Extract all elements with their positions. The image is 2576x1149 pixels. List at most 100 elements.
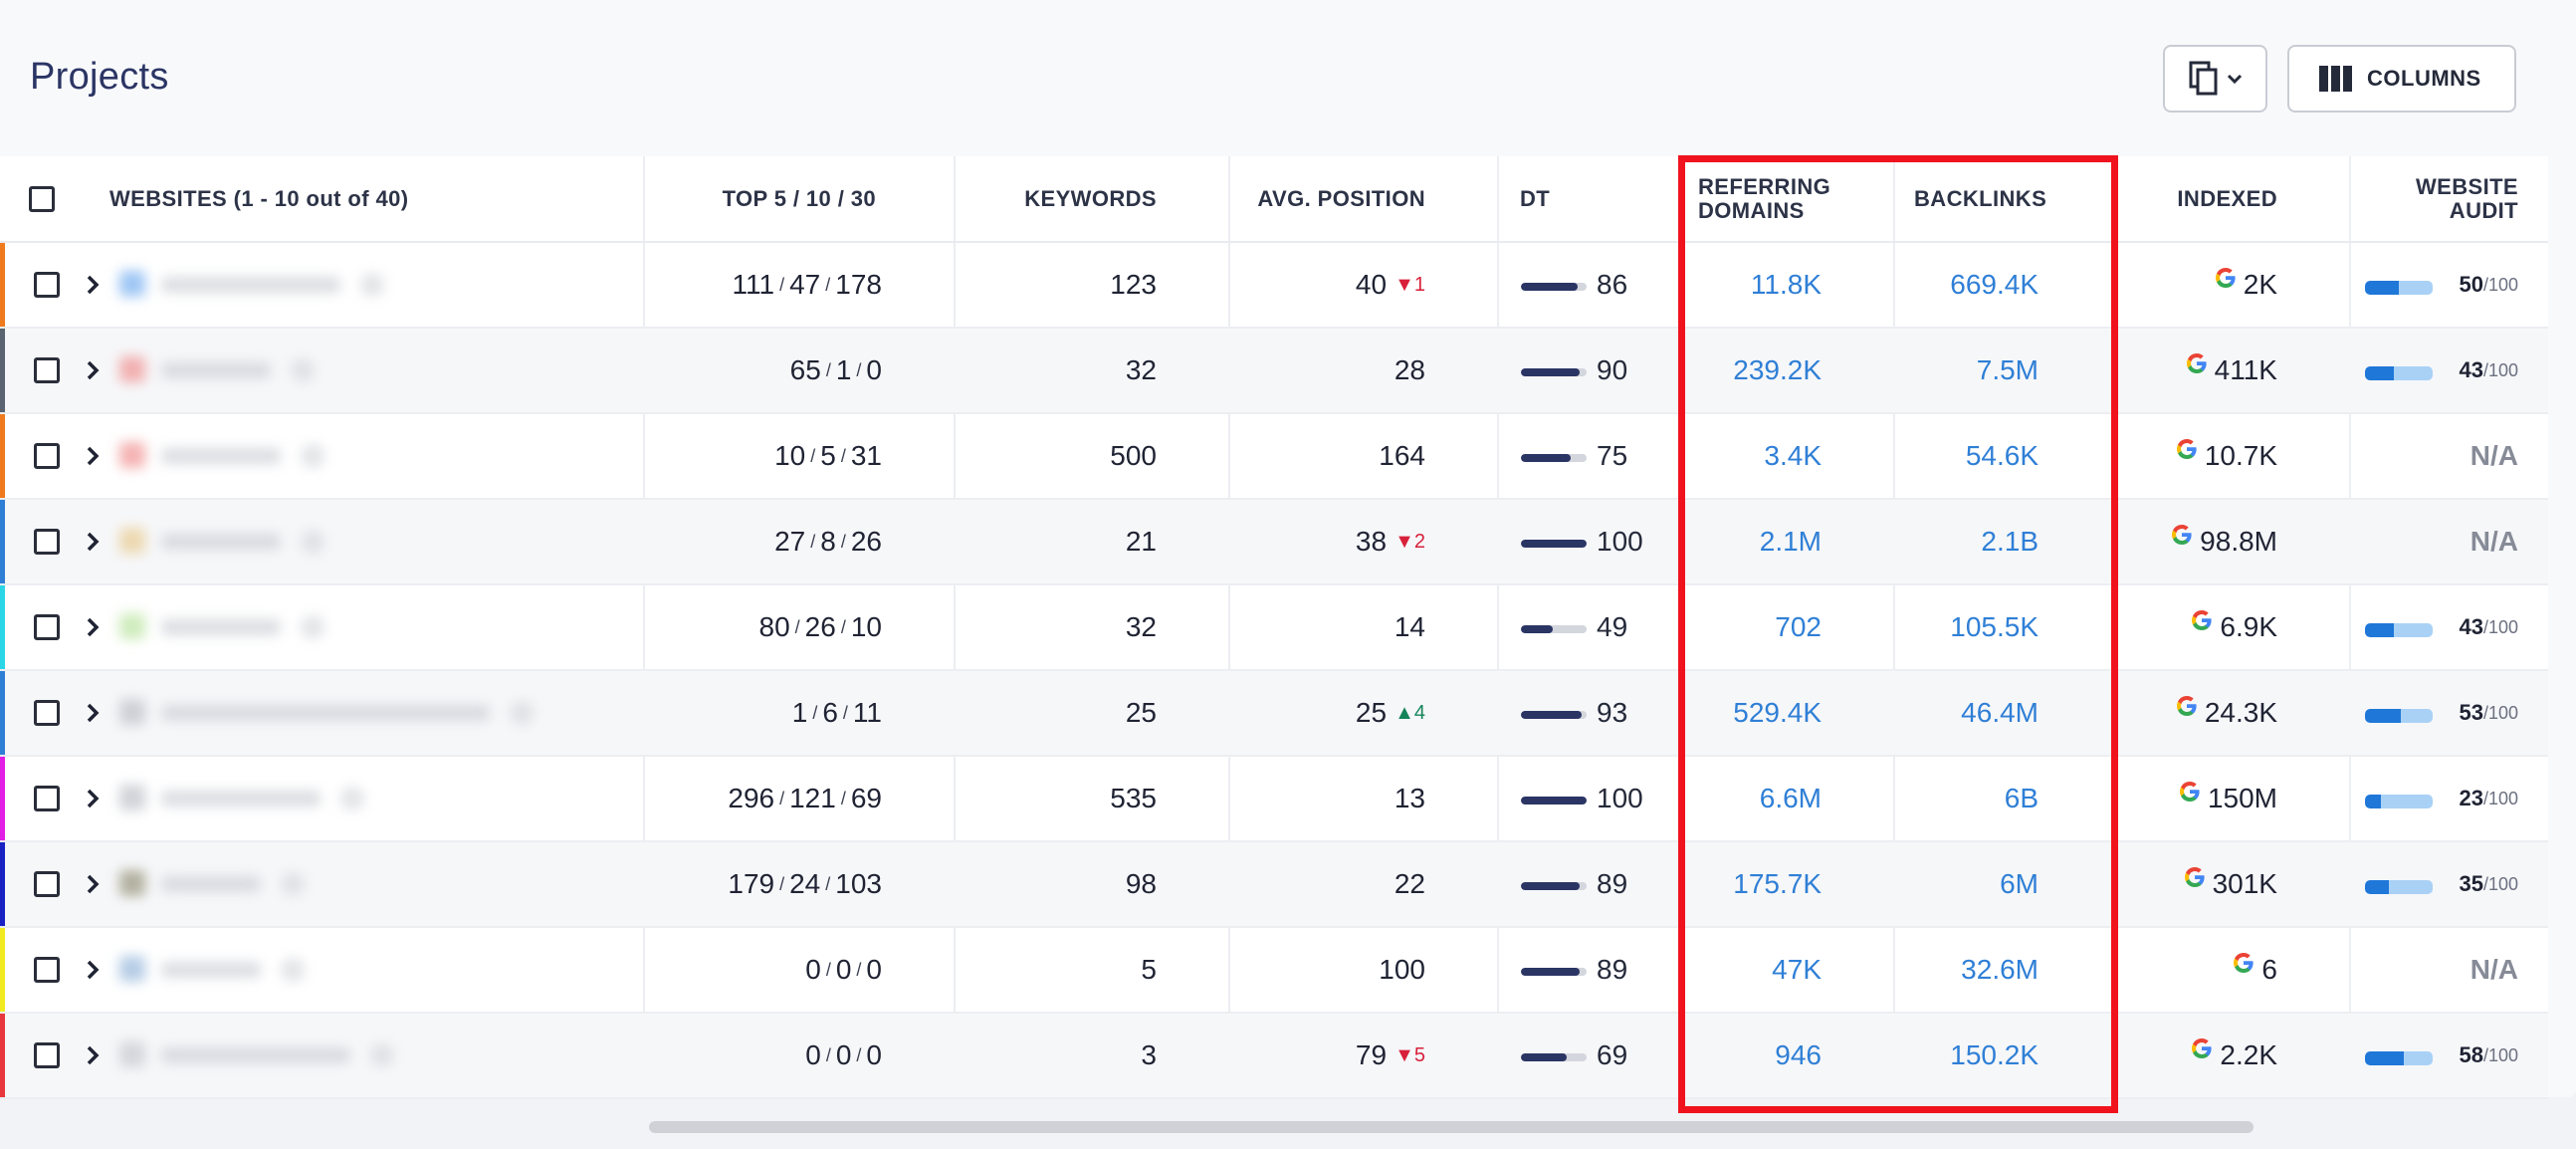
indexed-pages[interactable]: 10.7K [2114,414,2277,498]
chevron-right-icon[interactable] [84,783,104,814]
row-checkbox[interactable] [34,357,60,383]
audit-score[interactable]: 23/100 [2459,757,2518,840]
keywords-count[interactable]: 535 [1110,783,1157,813]
horizontal-scrollbar[interactable] [649,1121,2254,1133]
keywords-count[interactable]: 21 [1125,526,1157,557]
row-checkbox[interactable] [34,529,60,555]
indexed-pages[interactable]: 2K [2114,243,2277,327]
header-websites[interactable]: WEBSITES (1 - 10 out of 40) [109,185,409,211]
backlinks-link[interactable]: 150.2K [1950,1039,2039,1070]
header-avg-position[interactable]: AVG. POSITION [1257,185,1425,211]
website-name-blurred[interactable] [111,942,589,998]
chevron-right-icon[interactable] [84,354,104,386]
indexed-pages[interactable]: 150M [2114,757,2277,840]
select-all-checkbox[interactable] [29,186,55,212]
row-checkbox[interactable] [34,614,60,640]
website-name-blurred[interactable] [111,599,589,655]
referring-domains-link[interactable]: 946 [1775,1039,1822,1070]
backlinks-link[interactable]: 105.5K [1950,611,2039,642]
row-checkbox[interactable] [34,957,60,983]
table-row[interactable]: 65/1/0 32 28 90 239.2K 7.5M 411K 43/100 [0,329,2548,414]
row-checkbox[interactable] [34,871,60,897]
referring-domains-link[interactable]: 2.1M [1759,526,1822,557]
website-name-blurred[interactable] [111,343,589,398]
header-referring-domains[interactable]: REFERRING DOMAINS [1698,173,1831,223]
indexed-pages[interactable]: 301K [2114,842,2277,926]
table-row[interactable]: 1/6/11 25 25 ▲4 93 529.4K 46.4M 24.3K 53/… [0,671,2548,757]
table-row[interactable]: 0/0/0 3 79 ▼5 69 946 150.2K 2.2K 58/100 [0,1014,2548,1099]
backlinks-link[interactable]: 32.6M [1961,954,2039,985]
audit-score[interactable]: 35/100 [2459,842,2518,926]
keywords-count[interactable]: 32 [1125,354,1157,385]
table-row[interactable]: 111/47/178 123 40 ▼1 86 11.8K 669.4K 2K 5… [0,243,2548,329]
referring-domains-link[interactable]: 529.4K [1733,697,1822,728]
indexed-pages[interactable]: 98.8M [2114,500,2277,583]
keywords-count[interactable]: 25 [1125,697,1157,728]
keywords-count[interactable]: 98 [1125,868,1157,899]
backlinks-link[interactable]: 2.1B [1981,526,2039,557]
indexed-pages[interactable]: 411K [2114,329,2277,412]
row-checkbox[interactable] [34,443,60,469]
audit-score[interactable]: 58/100 [2459,1014,2518,1097]
chevron-right-icon[interactable] [84,611,104,643]
header-dt[interactable]: DT [1520,185,1551,211]
backlinks-link[interactable]: 54.6K [1965,440,2039,471]
indexed-pages[interactable]: 6.9K [2114,585,2277,669]
keywords-count[interactable]: 500 [1110,440,1157,471]
backlinks-link[interactable]: 6B [2004,783,2039,813]
referring-domains-link[interactable]: 702 [1775,611,1822,642]
referring-domains-link[interactable]: 175.7K [1733,868,1822,899]
keywords-count[interactable]: 123 [1110,269,1157,300]
referring-domains-link[interactable]: 239.2K [1733,354,1822,385]
audit-score[interactable]: 50/100 [2459,243,2518,327]
indexed-pages[interactable]: 24.3K [2114,671,2277,755]
table-row[interactable]: 0/0/0 5 100 89 47K 32.6M 6 N/A [0,928,2548,1014]
row-checkbox[interactable] [34,1042,60,1068]
website-name-blurred[interactable] [111,1028,589,1083]
backlinks-link[interactable]: 46.4M [1961,697,2039,728]
table-row[interactable]: 80/26/10 32 14 49 702 105.5K 6.9K 43/100 [0,585,2548,671]
backlinks-link[interactable]: 7.5M [1976,354,2039,385]
website-name-blurred[interactable] [111,685,589,741]
header-website-audit[interactable]: WEBSITE AUDIT [2415,173,2518,223]
keywords-count[interactable]: 3 [1141,1039,1157,1070]
row-checkbox[interactable] [34,272,60,298]
indexed-pages[interactable]: 6 [2114,928,2277,1012]
keywords-count[interactable]: 32 [1125,611,1157,642]
website-name-blurred[interactable] [111,257,589,313]
chevron-right-icon[interactable] [84,1039,104,1071]
chevron-right-icon[interactable] [84,269,104,301]
referring-domains-link[interactable]: 3.4K [1764,440,1822,471]
header-keywords[interactable]: KEYWORDS [1024,185,1157,211]
table-row[interactable]: 179/24/103 98 22 89 175.7K 6M 301K 35/10… [0,842,2548,928]
website-name-blurred[interactable] [111,856,589,912]
chevron-right-icon[interactable] [84,526,104,558]
chevron-right-icon[interactable] [84,868,104,900]
audit-score[interactable]: 43/100 [2459,329,2518,412]
columns-button[interactable]: COLUMNS [2287,45,2516,113]
row-checkbox[interactable] [34,786,60,811]
audit-score[interactable]: 43/100 [2459,585,2518,669]
indexed-pages[interactable]: 2.2K [2114,1014,2277,1097]
website-name-blurred[interactable] [111,514,589,570]
audit-score[interactable]: 53/100 [2459,671,2518,755]
header-top[interactable]: TOP 5 / 10 / 30 [722,185,876,211]
website-name-blurred[interactable] [111,428,589,484]
header-indexed[interactable]: INDEXED [2177,185,2277,211]
website-name-blurred[interactable] [111,771,589,826]
header-backlinks[interactable]: BACKLINKS [1914,185,2047,211]
chevron-right-icon[interactable] [84,440,104,472]
table-row[interactable]: 10/5/31 500 164 75 3.4K 54.6K 10.7K N/A [0,414,2548,500]
referring-domains-link[interactable]: 47K [1772,954,1822,985]
chevron-right-icon[interactable] [84,697,104,729]
copy-dropdown-button[interactable] [2163,45,2267,113]
keywords-count[interactable]: 5 [1141,954,1157,985]
referring-domains-link[interactable]: 11.8K [1750,269,1822,300]
row-checkbox[interactable] [34,700,60,726]
table-row[interactable]: 296/121/69 535 13 100 6.6M 6B 150M 23/10… [0,757,2548,842]
chevron-right-icon[interactable] [84,954,104,986]
table-row[interactable]: 27/8/26 21 38 ▼2 100 2.1M 2.1B 98.8M N/A [0,500,2548,585]
backlinks-link[interactable]: 669.4K [1950,269,2039,300]
referring-domains-link[interactable]: 6.6M [1759,783,1822,813]
backlinks-link[interactable]: 6M [2000,868,2039,899]
